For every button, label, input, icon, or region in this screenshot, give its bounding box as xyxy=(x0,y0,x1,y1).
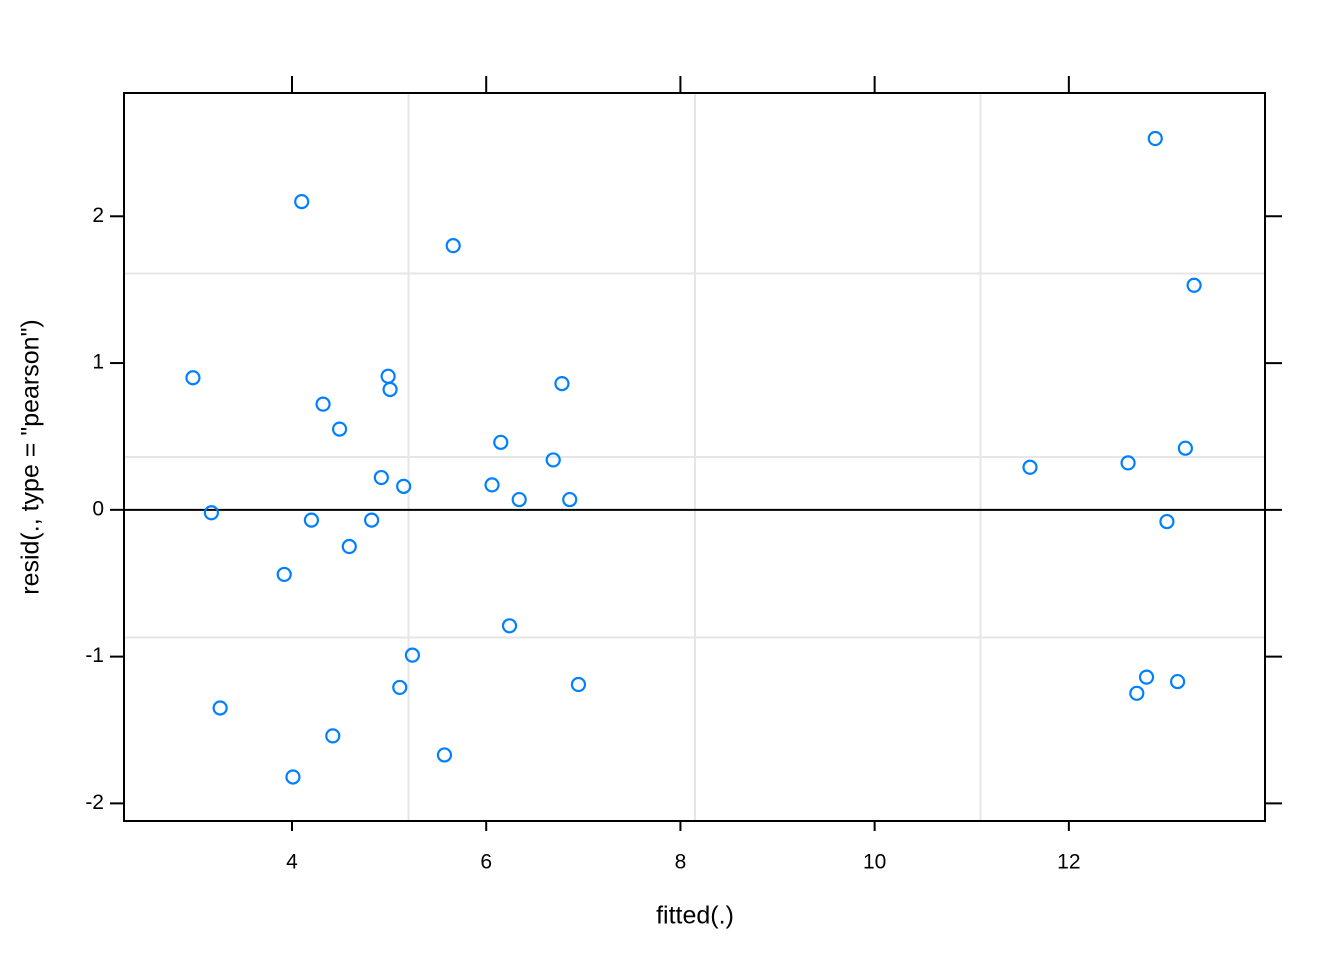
point xyxy=(1129,685,1145,701)
point xyxy=(493,434,509,450)
point xyxy=(396,478,412,494)
point xyxy=(484,477,500,493)
point xyxy=(445,238,461,254)
point xyxy=(331,421,348,437)
point xyxy=(501,618,518,634)
point xyxy=(294,194,310,210)
point xyxy=(1159,513,1175,530)
point xyxy=(380,368,396,384)
x-axis-label: fitted(.) xyxy=(656,902,734,930)
x-tick-label: 10 xyxy=(863,851,886,874)
point xyxy=(511,491,527,508)
point xyxy=(373,469,389,486)
point xyxy=(325,728,341,744)
y-tick-label: -2 xyxy=(85,791,104,814)
point xyxy=(1170,673,1186,690)
y-axis-label: resid(., type = "pearson") xyxy=(17,319,45,595)
point xyxy=(554,376,570,392)
point xyxy=(212,700,228,716)
point xyxy=(1147,130,1163,147)
point xyxy=(404,647,421,663)
y-tick-label: 1 xyxy=(92,351,104,374)
point xyxy=(436,747,453,763)
point xyxy=(392,679,408,696)
point xyxy=(382,381,398,398)
point xyxy=(303,512,320,528)
x-tick-label: 8 xyxy=(675,851,687,874)
x-tick-label: 12 xyxy=(1057,851,1080,874)
point xyxy=(545,452,561,468)
point xyxy=(1022,459,1038,475)
point xyxy=(570,676,587,693)
point xyxy=(185,370,201,386)
point xyxy=(285,769,301,785)
point xyxy=(203,505,219,521)
point xyxy=(364,512,380,528)
point xyxy=(341,538,357,555)
point xyxy=(1138,669,1155,685)
point xyxy=(1177,440,1193,456)
point xyxy=(1186,277,1202,293)
point xyxy=(562,491,578,508)
point xyxy=(276,566,292,583)
x-tick-label: 6 xyxy=(480,851,492,874)
point xyxy=(1120,455,1136,471)
y-tick-label: -1 xyxy=(85,644,104,667)
plot-frame xyxy=(123,92,1266,822)
y-tick-label: 0 xyxy=(92,497,104,520)
point xyxy=(315,396,331,412)
x-tick-label: 4 xyxy=(286,851,298,874)
y-tick-label: 2 xyxy=(92,204,104,227)
